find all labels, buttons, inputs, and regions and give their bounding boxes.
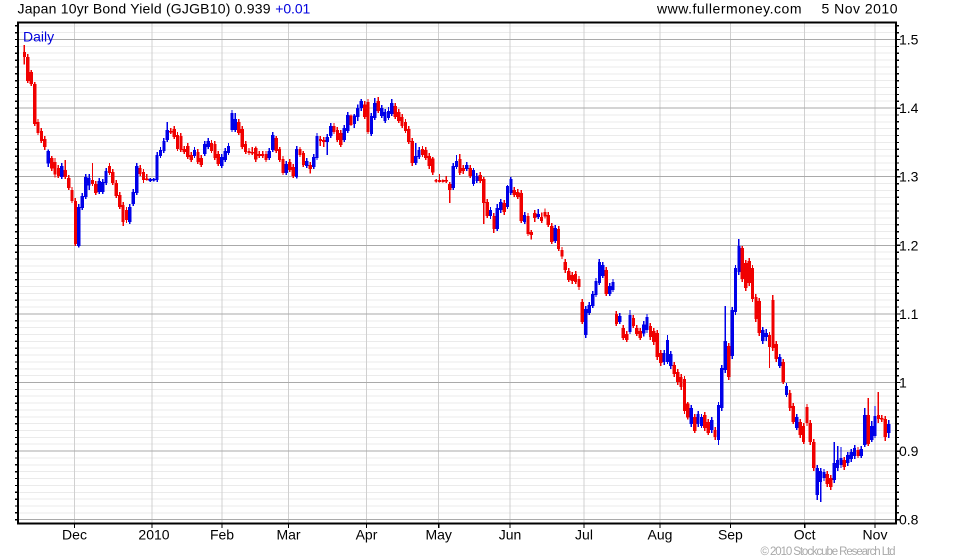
- svg-text:0.9: 0.9: [899, 443, 919, 459]
- svg-text:1.1: 1.1: [899, 306, 919, 322]
- svg-text:Sep: Sep: [718, 527, 743, 543]
- svg-text:Jun: Jun: [499, 527, 522, 543]
- svg-text:1.2: 1.2: [899, 237, 919, 253]
- svg-text:www.fullermoney.com: www.fullermoney.com: [656, 1, 802, 17]
- svg-text:Oct: Oct: [794, 527, 816, 543]
- svg-text:Jul: Jul: [575, 527, 593, 543]
- svg-text:Apr: Apr: [356, 527, 378, 543]
- svg-text:Dec: Dec: [62, 527, 87, 543]
- svg-text:1.3: 1.3: [899, 169, 919, 185]
- svg-text:Aug: Aug: [648, 527, 673, 543]
- svg-text:May: May: [425, 527, 451, 543]
- svg-text:1: 1: [899, 375, 907, 391]
- svg-text:Japan 10yr Bond Yield (GJGB10): Japan 10yr Bond Yield (GJGB10) 0.939: [18, 1, 271, 17]
- svg-text:© 2010 Stockcube Research Ltd: © 2010 Stockcube Research Ltd: [761, 546, 896, 558]
- svg-text:+0.01: +0.01: [275, 1, 310, 17]
- svg-text:2010: 2010: [138, 527, 169, 543]
- svg-text:Mar: Mar: [276, 527, 300, 543]
- svg-text:0.8: 0.8: [899, 512, 919, 528]
- svg-text:1.4: 1.4: [899, 100, 919, 116]
- svg-text:5 Nov 2010: 5 Nov 2010: [822, 1, 898, 17]
- svg-text:Daily: Daily: [23, 29, 54, 45]
- svg-text:Feb: Feb: [210, 527, 234, 543]
- svg-text:Nov: Nov: [863, 527, 888, 543]
- svg-text:1.5: 1.5: [899, 32, 919, 48]
